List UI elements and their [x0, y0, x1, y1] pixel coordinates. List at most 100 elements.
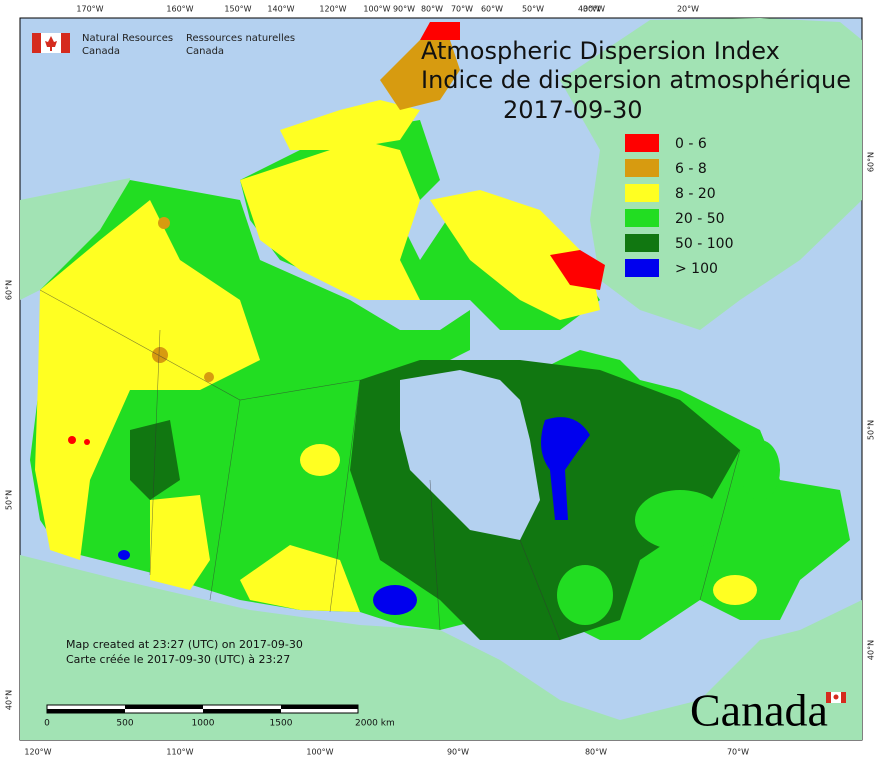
scale-label: 0 [44, 719, 50, 729]
left-label: 60°N [5, 280, 14, 300]
top-label: 170°W [76, 5, 103, 14]
flag-bar [61, 33, 70, 53]
top-label: 30°W [583, 5, 605, 14]
flag-bar [841, 692, 846, 703]
bottom-label: 70°W [727, 748, 749, 757]
top-label: 120°W [319, 5, 346, 14]
date: 2017-09-30 [503, 96, 642, 124]
left-label: 50°N [5, 490, 14, 510]
legend-swatch [625, 209, 659, 227]
legend-swatch [625, 159, 659, 177]
scale-segment [125, 705, 203, 709]
ellesmere-orange [380, 40, 460, 110]
green-patch [557, 565, 613, 625]
graticule-labels: 170°W 160°W 150°W 140°W 120°W 100°W 90°W 80°W 70… [5, 5, 876, 757]
top-label: 40°W [578, 5, 600, 14]
scale-segment [203, 709, 281, 713]
top-label: 150°W [224, 5, 251, 14]
legend-swatch [625, 134, 659, 152]
top-label: 50°W [522, 5, 544, 14]
legend-label: 50 - 100 [675, 236, 734, 252]
blue-patch [118, 550, 130, 560]
legend-label: 0 - 6 [675, 136, 707, 152]
bottom-label: 100°W [306, 748, 333, 757]
legend-label: 8 - 20 [675, 186, 716, 202]
high-arctic-yellow [280, 100, 420, 150]
agency-fr: Canada [186, 46, 224, 57]
legend-swatch [625, 234, 659, 252]
orange-patch [158, 217, 170, 229]
legend-label: 6 - 8 [675, 161, 707, 177]
red-patch [84, 439, 90, 445]
note: Carte créée le 2017-09-30 (UTC) à 23:27 [66, 653, 290, 666]
scale-labels: 0 500 1000 1500 2000 km [44, 719, 395, 729]
legend: 0 - 6 6 - 8 8 - 20 20 - 50 50 - 100 > 100 [625, 134, 734, 277]
top-label: 100°W [363, 5, 390, 14]
bottom-label: 110°W [166, 748, 193, 757]
scale-label: 2000 km [355, 719, 395, 729]
right-label: 40°N [867, 640, 876, 660]
right-label: 60°N [867, 152, 876, 172]
top-label: 90°W [393, 5, 415, 14]
scale-segment [281, 705, 358, 709]
blue-patch [541, 417, 590, 520]
wordmark: Canada [690, 685, 828, 736]
flag-bar [32, 33, 41, 53]
south-yellow [240, 545, 360, 612]
note: Map created at 23:27 (UTC) on 2017-09-30 [66, 638, 303, 651]
map [19, 17, 863, 741]
top-label: 140°W [267, 5, 294, 14]
agency-en: Canada [82, 46, 120, 57]
bottom-label: 120°W [24, 748, 51, 757]
agency-fr: Ressources naturelles [186, 33, 295, 44]
scale-segment [47, 709, 125, 713]
bottom-label: 90°W [447, 748, 469, 757]
flag-bar [826, 692, 831, 703]
left-label: 40°N [5, 690, 14, 710]
blue-patch [373, 585, 417, 615]
legend-label: > 100 [675, 261, 718, 277]
united-states [20, 555, 862, 740]
scale-bar: 0 500 1000 1500 2000 km [44, 704, 395, 729]
wordmark-flag [826, 692, 846, 703]
legend-label: 20 - 50 [675, 211, 725, 227]
prairie-yellow [150, 495, 210, 590]
top-label: 80°W [421, 5, 443, 14]
title: Atmospheric Dispersion Index [421, 37, 780, 65]
legend-swatch [625, 259, 659, 277]
top-label: 20°W [677, 5, 699, 14]
west-dark-green [130, 420, 180, 500]
north-yellow [240, 140, 420, 300]
top-label: 70°W [451, 5, 473, 14]
boundary-lines [39, 289, 741, 641]
yellow-patch [713, 575, 757, 605]
hudson-bay [400, 370, 540, 540]
agency-logo: Natural Resources Canada Ressources natu… [32, 33, 295, 57]
west-yellow [35, 200, 260, 560]
top-label: 160°W [166, 5, 193, 14]
baffin-red [550, 250, 605, 290]
scale-label: 1500 [270, 719, 293, 729]
orange-patch [152, 347, 168, 363]
ellesmere-red [420, 22, 460, 40]
scale-label: 1000 [192, 719, 215, 729]
legend-swatch [625, 184, 659, 202]
red-patch [68, 436, 76, 444]
baffin-yellow [430, 190, 600, 320]
green-patch [740, 440, 780, 500]
right-label: 50°N [867, 420, 876, 440]
maple-leaf [45, 36, 57, 51]
green-patch [635, 490, 725, 550]
bottom-label: 80°W [585, 748, 607, 757]
maple-leaf [833, 694, 839, 700]
yellow-patch [300, 444, 340, 476]
orange-patch [204, 372, 214, 382]
scale-label: 500 [116, 719, 133, 729]
top-label: 60°W [481, 5, 503, 14]
title-fr: Indice de dispersion atmosphérique [421, 66, 851, 94]
agency-en: Natural Resources [82, 33, 173, 44]
alaska [20, 178, 130, 300]
